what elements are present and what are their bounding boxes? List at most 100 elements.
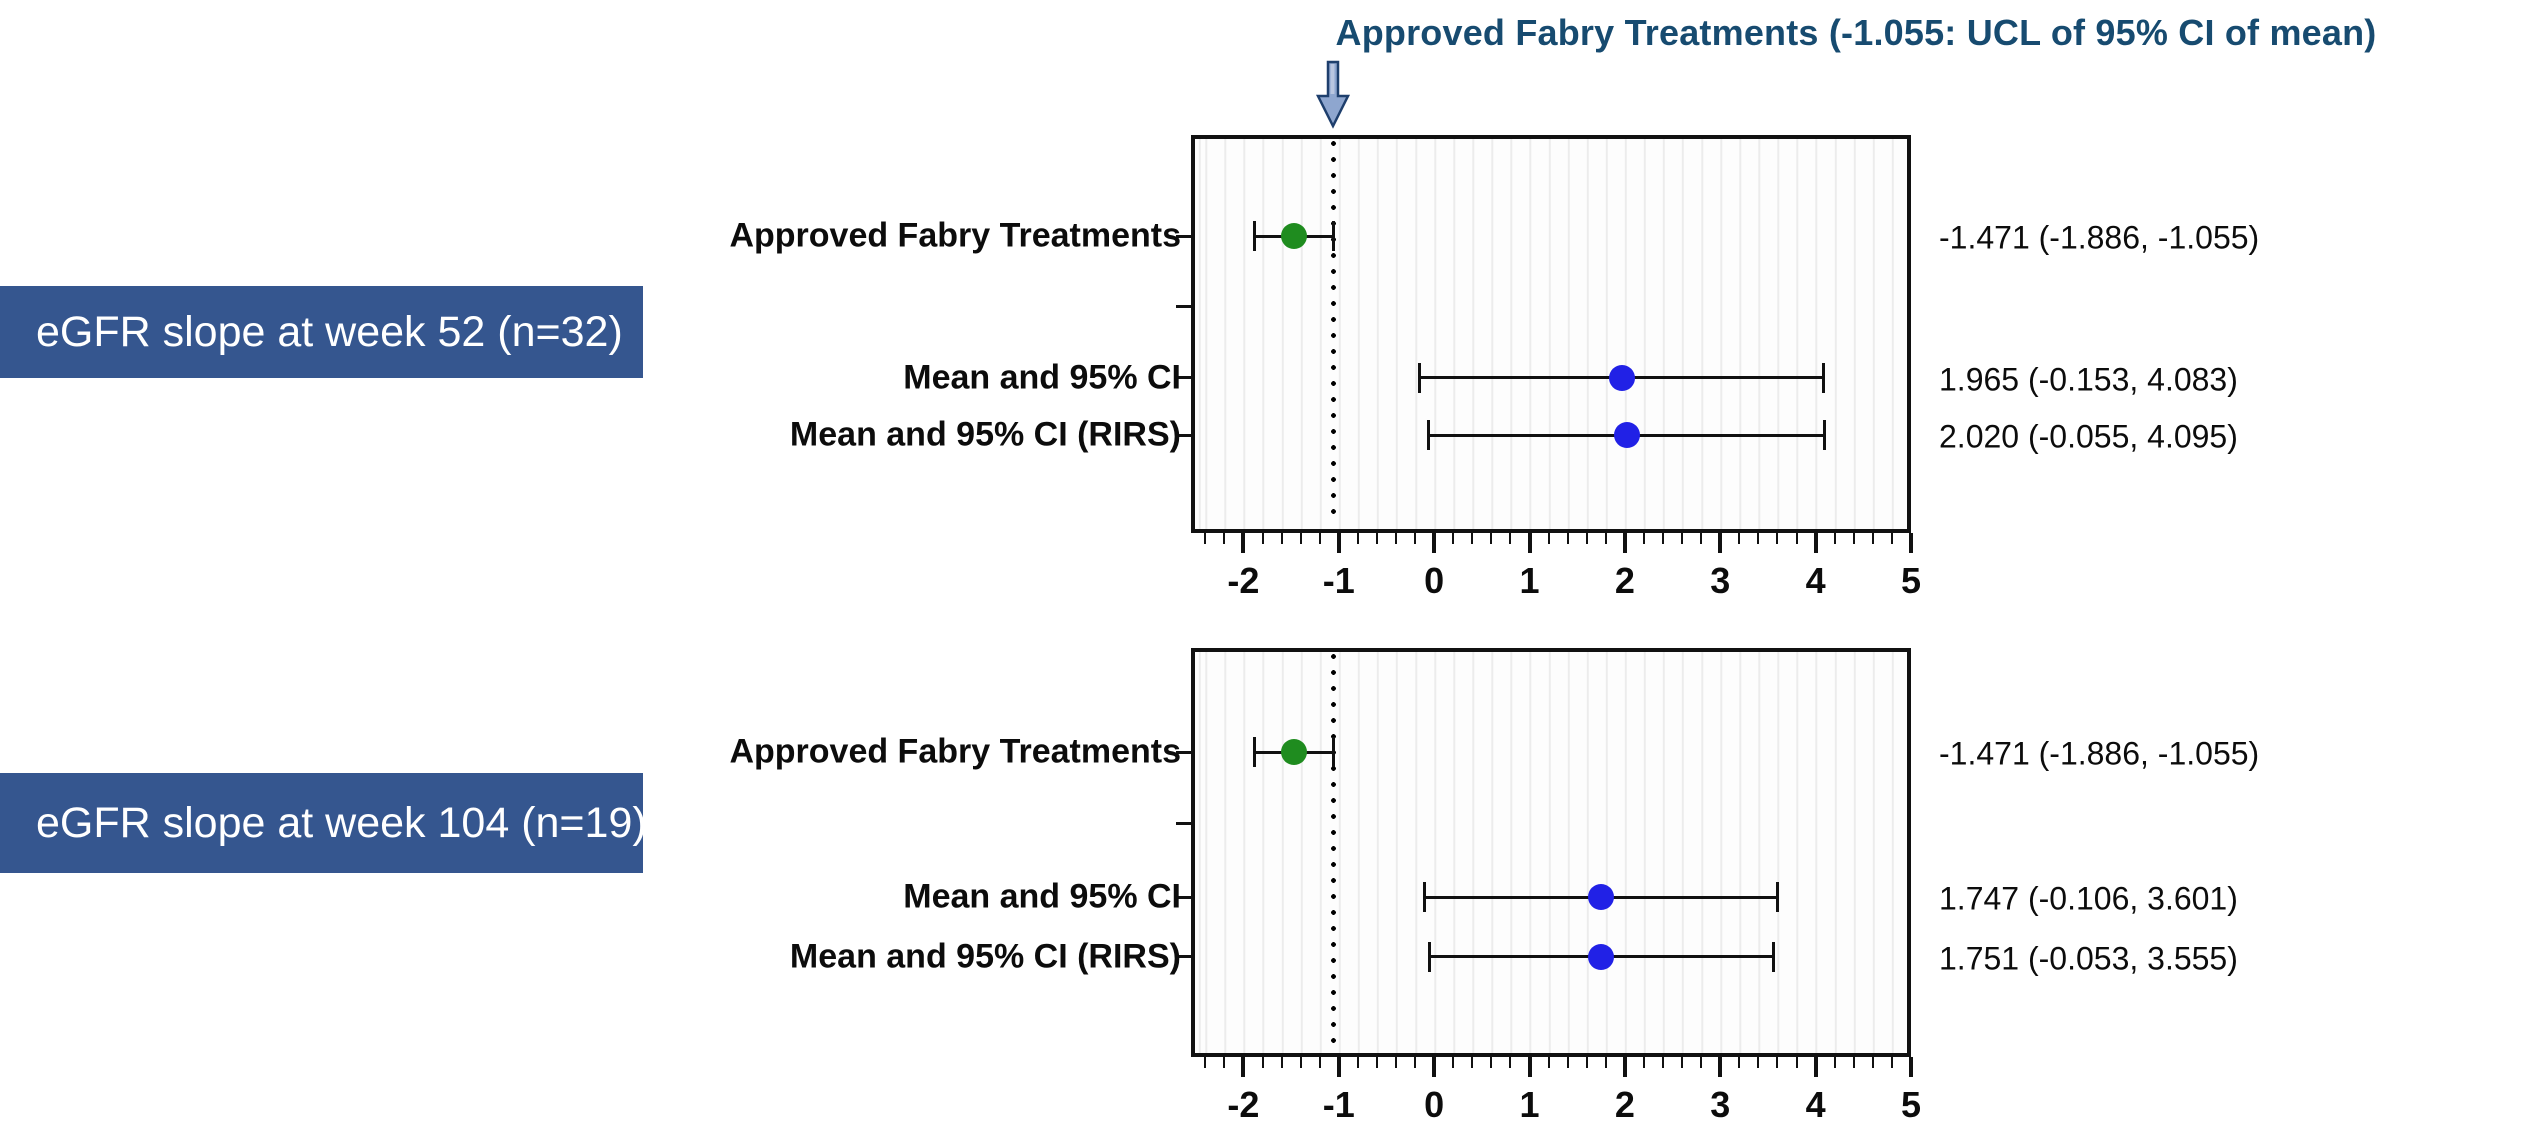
x-tick-label: 5 bbox=[1900, 1084, 1922, 1125]
y-axis-tick bbox=[1176, 955, 1191, 959]
x-axis-minor-tick bbox=[1471, 1057, 1474, 1068]
x-tick-label: 0 bbox=[1424, 560, 1445, 601]
mean-marker-blue bbox=[1613, 422, 1640, 449]
x-axis-major-tick bbox=[1432, 1057, 1437, 1077]
x-tick-label: 1 bbox=[1519, 560, 1540, 601]
x-axis-minor-tick bbox=[1395, 533, 1398, 544]
x-axis-minor-tick bbox=[1604, 1057, 1607, 1068]
x-axis-minor-tick bbox=[1471, 533, 1474, 544]
x-axis-minor-tick bbox=[1776, 1057, 1779, 1068]
x-axis-minor-tick bbox=[1871, 1057, 1874, 1068]
x-axis-minor-tick bbox=[1280, 1057, 1283, 1068]
x-axis-minor-tick bbox=[1681, 1057, 1684, 1068]
x-tick-label: -2 bbox=[1227, 1084, 1260, 1125]
x-axis-minor-tick bbox=[1681, 533, 1684, 544]
mean-marker-blue bbox=[1587, 884, 1614, 911]
category-label: Mean and 95% CI bbox=[903, 358, 1181, 397]
category-label: Approved Fabry Treatments bbox=[729, 732, 1181, 771]
y-axis-tick bbox=[1176, 234, 1191, 238]
x-axis-minor-tick bbox=[1738, 533, 1741, 544]
x-tick-label: 1 bbox=[1519, 1084, 1540, 1125]
x-axis-minor-tick bbox=[1204, 533, 1207, 544]
x-axis-major-tick bbox=[1813, 1057, 1818, 1077]
ci-cap-low bbox=[1427, 420, 1431, 451]
mean-marker-green bbox=[1280, 223, 1307, 250]
y-axis-tick bbox=[1176, 433, 1191, 437]
value-label: 1.747 (-0.106, 3.601) bbox=[1939, 880, 2238, 917]
x-axis-minor-tick bbox=[1757, 533, 1760, 544]
x-axis-minor-tick bbox=[1852, 1057, 1855, 1068]
category-label: Mean and 95% CI bbox=[903, 877, 1181, 916]
ci-cap-high bbox=[1822, 362, 1826, 393]
x-axis-minor-tick bbox=[1585, 1057, 1588, 1068]
x-axis-minor-tick bbox=[1700, 1057, 1703, 1068]
x-axis-minor-tick bbox=[1299, 533, 1302, 544]
category-label: Mean and 95% CI (RIRS) bbox=[789, 415, 1181, 454]
x-axis-minor-tick bbox=[1871, 533, 1874, 544]
ci-cap-low bbox=[1427, 941, 1431, 972]
x-axis-minor-tick bbox=[1318, 533, 1321, 544]
y-axis-tick bbox=[1176, 895, 1191, 899]
x-axis-major-tick bbox=[1718, 533, 1723, 553]
ci-cap-high bbox=[1771, 941, 1775, 972]
x-axis-major-tick bbox=[1241, 533, 1246, 553]
x-axis-minor-tick bbox=[1547, 533, 1550, 544]
x-tick-label: -1 bbox=[1322, 560, 1355, 601]
y-axis-tick bbox=[1176, 750, 1191, 754]
x-axis-minor-tick bbox=[1890, 1057, 1893, 1068]
x-axis-minor-tick bbox=[1395, 1057, 1398, 1068]
x-axis-minor-tick bbox=[1261, 533, 1264, 544]
x-tick-label: -2 bbox=[1227, 560, 1260, 601]
down-arrow-icon bbox=[1315, 60, 1351, 129]
y-axis-tick bbox=[1176, 376, 1191, 380]
x-axis-minor-tick bbox=[1414, 1057, 1417, 1068]
x-axis-minor-tick bbox=[1776, 533, 1779, 544]
x-axis-minor-tick bbox=[1757, 1057, 1760, 1068]
ci-cap-high bbox=[1332, 221, 1336, 252]
value-label: -1.471 (-1.886, -1.055) bbox=[1939, 219, 2260, 256]
x-axis-major-tick bbox=[1432, 533, 1437, 553]
x-axis-minor-tick bbox=[1509, 1057, 1512, 1068]
x-axis-minor-tick bbox=[1375, 533, 1378, 544]
x-tick-label: -1 bbox=[1322, 1084, 1355, 1125]
x-axis-minor-tick bbox=[1604, 533, 1607, 544]
category-label: Mean and 95% CI (RIRS) bbox=[789, 937, 1181, 976]
x-axis-minor-tick bbox=[1795, 1057, 1798, 1068]
x-tick-label: 4 bbox=[1805, 1084, 1826, 1125]
x-axis-major-tick bbox=[1718, 1057, 1723, 1077]
arrow-shaft-highlight bbox=[1330, 64, 1335, 94]
ci-cap-low bbox=[1422, 882, 1426, 913]
x-axis-minor-tick bbox=[1642, 1057, 1645, 1068]
x-axis-minor-tick bbox=[1566, 1057, 1569, 1068]
ci-cap-high bbox=[1823, 420, 1827, 451]
x-tick-label: 2 bbox=[1614, 560, 1635, 601]
x-axis-minor-tick bbox=[1642, 533, 1645, 544]
x-axis-minor-tick bbox=[1375, 1057, 1378, 1068]
value-label: 2.020 (-0.055, 4.095) bbox=[1939, 418, 2238, 455]
x-axis-minor-tick bbox=[1414, 533, 1417, 544]
value-label: 1.965 (-0.153, 4.083) bbox=[1939, 361, 2238, 398]
mean-marker-blue bbox=[1608, 364, 1635, 391]
x-tick-label: 3 bbox=[1710, 560, 1731, 601]
mean-marker-green bbox=[1280, 739, 1307, 766]
x-axis-major-tick bbox=[1909, 1057, 1913, 1077]
x-axis-minor-tick bbox=[1490, 1057, 1493, 1068]
value-label: 1.751 (-0.053, 3.555) bbox=[1939, 940, 2238, 977]
x-axis-minor-tick bbox=[1223, 1057, 1226, 1068]
panel-badge-week104: eGFR slope at week 104 (n=19) bbox=[0, 773, 647, 873]
x-axis-minor-tick bbox=[1280, 533, 1283, 544]
x-tick-label: 2 bbox=[1614, 1084, 1635, 1125]
x-axis-minor-tick bbox=[1318, 1057, 1321, 1068]
x-tick-label: 0 bbox=[1424, 1084, 1445, 1125]
x-axis-major-tick bbox=[1241, 1057, 1246, 1077]
ci-cap-low bbox=[1252, 737, 1256, 768]
x-axis-minor-tick bbox=[1547, 1057, 1550, 1068]
x-axis-minor-tick bbox=[1223, 533, 1226, 544]
reference-line bbox=[1331, 141, 1337, 525]
ci-cap-low bbox=[1252, 221, 1256, 252]
x-axis-major-tick bbox=[1622, 1057, 1627, 1077]
x-axis-minor-tick bbox=[1585, 533, 1588, 544]
y-axis-tick bbox=[1176, 822, 1191, 826]
x-axis-major-tick bbox=[1527, 533, 1532, 553]
